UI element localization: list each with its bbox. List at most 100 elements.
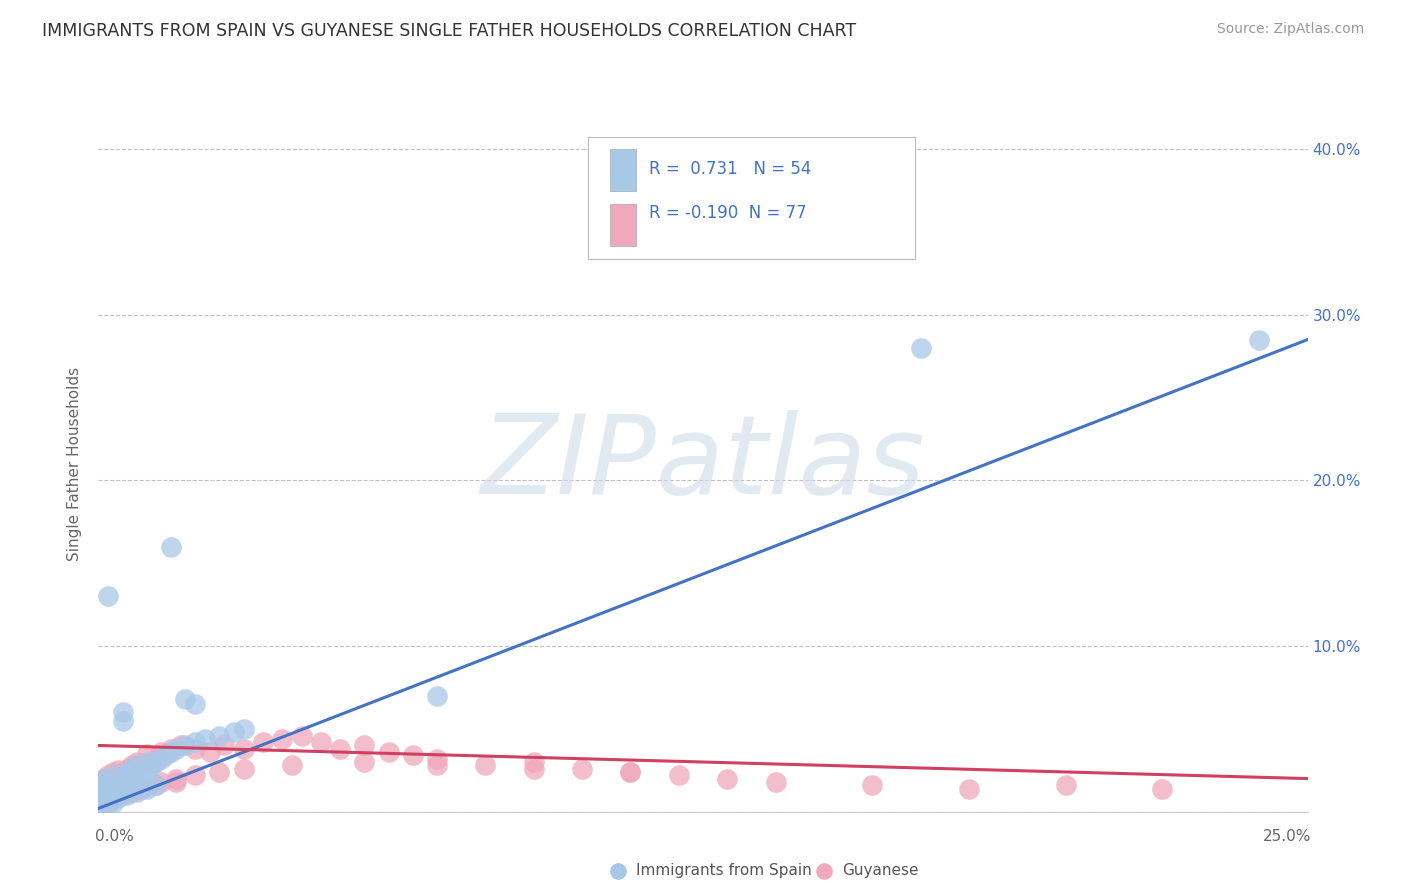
Point [107, 764, 129, 778]
Text: Guyanese: Guyanese [842, 863, 918, 879]
Point [150, 745, 173, 759]
Y-axis label: Single Father Households: Single Father Households [67, 367, 83, 561]
Text: Immigrants from Spain: Immigrants from Spain [637, 863, 813, 879]
Point [135, 758, 157, 772]
Point [402, 748, 425, 763]
Point [127, 755, 149, 769]
Point [910, 341, 932, 355]
Point [281, 758, 304, 772]
Point [117, 775, 139, 789]
Point [860, 778, 883, 792]
Point [184, 697, 207, 711]
Point [135, 755, 157, 769]
Point [523, 762, 546, 776]
Point [135, 778, 157, 792]
Point [107, 775, 129, 789]
Point [165, 772, 187, 786]
Point [169, 739, 191, 753]
Point [101, 778, 124, 792]
Point [232, 722, 254, 736]
Text: IMMIGRANTS FROM SPAIN VS GUYANESE SINGLE FATHER HOUSEHOLDS CORRELATION CHART: IMMIGRANTS FROM SPAIN VS GUYANESE SINGLE… [42, 22, 856, 40]
Point [174, 739, 197, 753]
Point [117, 788, 139, 802]
Point [91, 780, 114, 794]
Point [97, 795, 120, 809]
Point [97, 590, 120, 604]
Point [474, 758, 496, 772]
Point [97, 775, 120, 789]
Point [232, 762, 254, 776]
Point [107, 781, 129, 796]
Point [127, 768, 149, 782]
Point [97, 788, 120, 802]
Point [353, 739, 375, 753]
Point [101, 781, 124, 796]
Point [135, 764, 157, 778]
Point [90, 788, 112, 802]
Point [121, 785, 143, 799]
Point [145, 752, 167, 766]
Point [91, 772, 114, 786]
Point [184, 735, 207, 749]
Point [184, 741, 207, 756]
Point [101, 764, 124, 779]
Text: 0.0%: 0.0% [94, 830, 134, 844]
Point [101, 791, 124, 805]
Point [111, 772, 134, 786]
Point [1152, 781, 1174, 796]
Point [111, 768, 134, 782]
Point [426, 758, 449, 772]
Point [165, 775, 187, 789]
Text: R =  0.731   N = 54: R = 0.731 N = 54 [648, 160, 811, 178]
Point [111, 778, 134, 792]
Point [329, 741, 352, 756]
Point [131, 764, 153, 778]
Point [101, 785, 124, 799]
Point [135, 781, 157, 796]
Point [97, 768, 120, 782]
Point [222, 725, 245, 739]
Point [523, 755, 546, 769]
Point [117, 775, 139, 789]
Text: R = -0.190  N = 77: R = -0.190 N = 77 [648, 204, 806, 222]
Point [117, 762, 139, 776]
Point [271, 731, 294, 746]
Text: ZIPatlas: ZIPatlas [481, 410, 925, 517]
Point [290, 729, 312, 743]
Bar [610, 149, 637, 191]
Point [150, 752, 173, 766]
Point [174, 692, 197, 706]
Point [571, 762, 593, 776]
Point [101, 775, 124, 789]
Point [91, 799, 114, 814]
Point [107, 788, 129, 802]
Point [150, 775, 173, 789]
Bar [610, 204, 637, 246]
Point [668, 768, 690, 782]
Point [90, 788, 112, 802]
Point [198, 745, 221, 759]
Point [121, 758, 143, 772]
Point [1054, 778, 1077, 792]
Point [127, 781, 149, 796]
Point [160, 745, 183, 759]
Point [1249, 333, 1271, 347]
Point [91, 795, 114, 809]
Point [101, 791, 124, 805]
Point [131, 781, 153, 796]
Point [117, 785, 139, 799]
Point [111, 788, 134, 802]
Point [111, 714, 134, 728]
Point [127, 758, 149, 772]
Point [91, 785, 114, 799]
Point [957, 781, 980, 796]
Point [101, 788, 124, 802]
Point [91, 798, 114, 813]
Point [117, 764, 139, 779]
Point [716, 772, 738, 786]
Point [121, 772, 143, 786]
Point [145, 755, 167, 769]
Point [121, 762, 143, 776]
Point [165, 741, 187, 756]
Point [145, 778, 167, 792]
